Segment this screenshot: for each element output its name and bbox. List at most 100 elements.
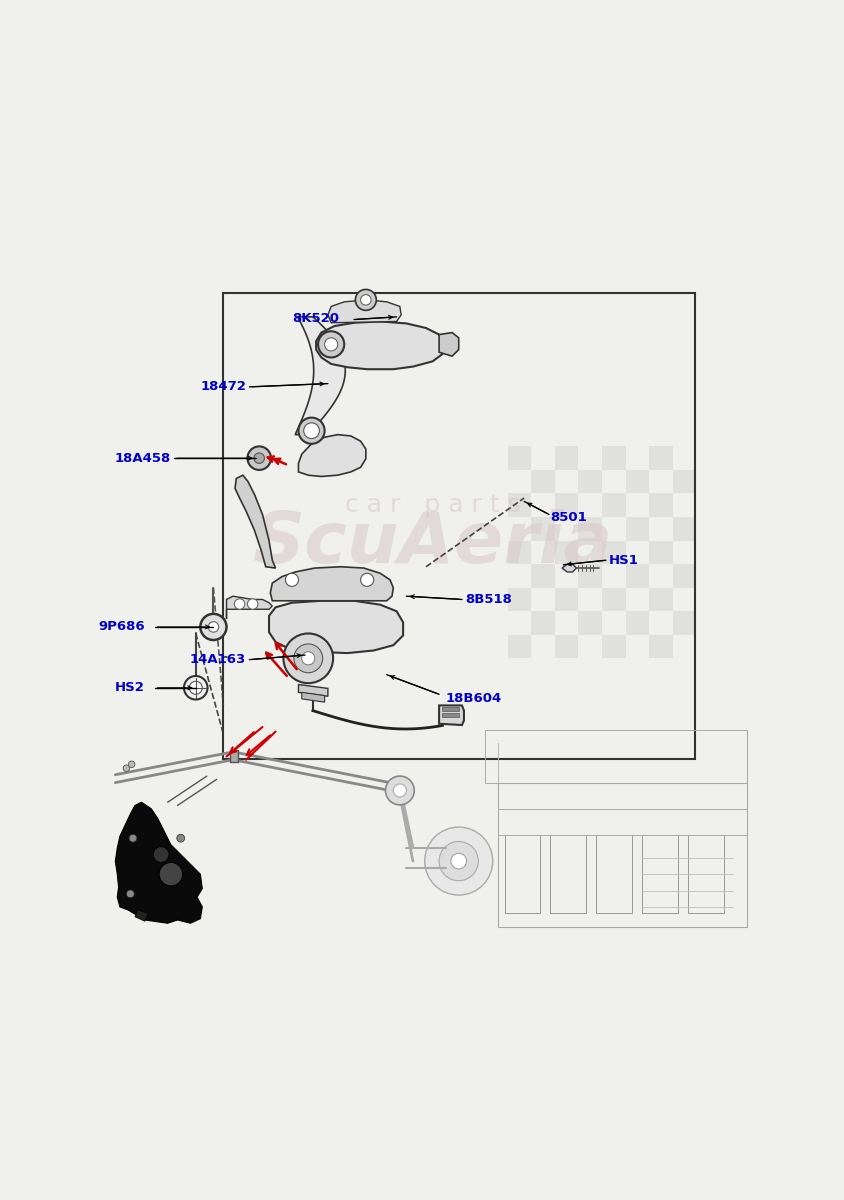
Polygon shape bbox=[305, 655, 311, 661]
Circle shape bbox=[184, 676, 208, 700]
Text: 18472: 18472 bbox=[200, 380, 246, 394]
Bar bbox=[602, 493, 625, 517]
Polygon shape bbox=[226, 596, 273, 619]
Bar bbox=[578, 611, 602, 635]
Bar bbox=[578, 470, 602, 493]
Bar bbox=[508, 635, 532, 659]
Bar bbox=[508, 446, 532, 470]
Polygon shape bbox=[270, 566, 393, 601]
Circle shape bbox=[160, 863, 182, 886]
Bar bbox=[505, 835, 540, 913]
Text: 18B604: 18B604 bbox=[446, 692, 502, 706]
Text: 14A163: 14A163 bbox=[190, 653, 246, 666]
Circle shape bbox=[304, 422, 319, 438]
Circle shape bbox=[247, 446, 271, 470]
Circle shape bbox=[284, 634, 333, 683]
Text: ScuAeria: ScuAeria bbox=[252, 509, 613, 578]
Bar bbox=[550, 835, 587, 913]
Circle shape bbox=[299, 418, 325, 444]
Circle shape bbox=[208, 622, 219, 632]
Bar bbox=[642, 835, 678, 913]
Polygon shape bbox=[439, 706, 464, 725]
Circle shape bbox=[285, 574, 299, 587]
Bar bbox=[555, 588, 578, 611]
Circle shape bbox=[294, 644, 322, 673]
Bar bbox=[508, 493, 532, 517]
Bar bbox=[625, 470, 649, 493]
Circle shape bbox=[360, 295, 371, 305]
Circle shape bbox=[439, 841, 479, 881]
Bar bbox=[508, 588, 532, 611]
Bar bbox=[602, 588, 625, 611]
Circle shape bbox=[360, 574, 374, 587]
Bar bbox=[596, 835, 632, 913]
Circle shape bbox=[128, 761, 135, 768]
Bar bbox=[441, 713, 459, 718]
Bar bbox=[625, 564, 649, 588]
Text: 9P686: 9P686 bbox=[98, 620, 145, 634]
Circle shape bbox=[235, 599, 245, 610]
Text: HS2: HS2 bbox=[115, 682, 145, 695]
Bar bbox=[532, 564, 555, 588]
Bar bbox=[688, 835, 723, 913]
Bar bbox=[555, 493, 578, 517]
Polygon shape bbox=[295, 317, 345, 434]
Text: HS1: HS1 bbox=[609, 553, 639, 566]
Circle shape bbox=[355, 289, 376, 311]
Polygon shape bbox=[116, 803, 203, 923]
Polygon shape bbox=[135, 910, 148, 922]
Bar bbox=[649, 493, 673, 517]
Text: 8501: 8501 bbox=[550, 511, 587, 524]
Bar bbox=[230, 750, 238, 762]
Bar bbox=[555, 635, 578, 659]
Bar bbox=[578, 564, 602, 588]
Bar bbox=[578, 517, 602, 540]
Bar bbox=[532, 470, 555, 493]
Bar bbox=[532, 611, 555, 635]
Polygon shape bbox=[562, 564, 576, 572]
Circle shape bbox=[451, 853, 467, 869]
Polygon shape bbox=[302, 692, 325, 702]
Circle shape bbox=[386, 776, 414, 805]
Bar bbox=[673, 470, 696, 493]
Bar bbox=[441, 707, 459, 710]
Text: 18A458: 18A458 bbox=[115, 451, 171, 464]
Polygon shape bbox=[439, 332, 459, 356]
Circle shape bbox=[318, 331, 344, 358]
Text: 8K520: 8K520 bbox=[292, 312, 339, 325]
Circle shape bbox=[200, 614, 226, 640]
Polygon shape bbox=[299, 684, 327, 696]
Bar bbox=[649, 540, 673, 564]
Polygon shape bbox=[235, 475, 276, 568]
Text: c a r   p a r t s: c a r p a r t s bbox=[344, 493, 521, 517]
Circle shape bbox=[425, 827, 493, 895]
Bar bbox=[602, 446, 625, 470]
Text: 8B518: 8B518 bbox=[465, 593, 512, 606]
Bar bbox=[625, 517, 649, 540]
Bar bbox=[649, 635, 673, 659]
Circle shape bbox=[254, 452, 264, 463]
Circle shape bbox=[129, 834, 137, 842]
Circle shape bbox=[393, 784, 407, 797]
Circle shape bbox=[247, 599, 258, 610]
Circle shape bbox=[123, 764, 130, 772]
Bar bbox=[498, 782, 747, 926]
Bar bbox=[555, 446, 578, 470]
Bar bbox=[625, 611, 649, 635]
Bar bbox=[532, 517, 555, 540]
Circle shape bbox=[189, 682, 203, 695]
Circle shape bbox=[176, 834, 185, 842]
Polygon shape bbox=[269, 601, 403, 653]
Bar bbox=[224, 293, 695, 758]
Bar bbox=[649, 446, 673, 470]
Polygon shape bbox=[327, 300, 401, 323]
Circle shape bbox=[325, 338, 338, 350]
Bar bbox=[602, 635, 625, 659]
Bar bbox=[555, 540, 578, 564]
Bar bbox=[673, 564, 696, 588]
Bar bbox=[649, 588, 673, 611]
Polygon shape bbox=[299, 434, 365, 476]
Circle shape bbox=[127, 890, 134, 898]
Bar bbox=[673, 517, 696, 540]
Circle shape bbox=[302, 652, 315, 665]
